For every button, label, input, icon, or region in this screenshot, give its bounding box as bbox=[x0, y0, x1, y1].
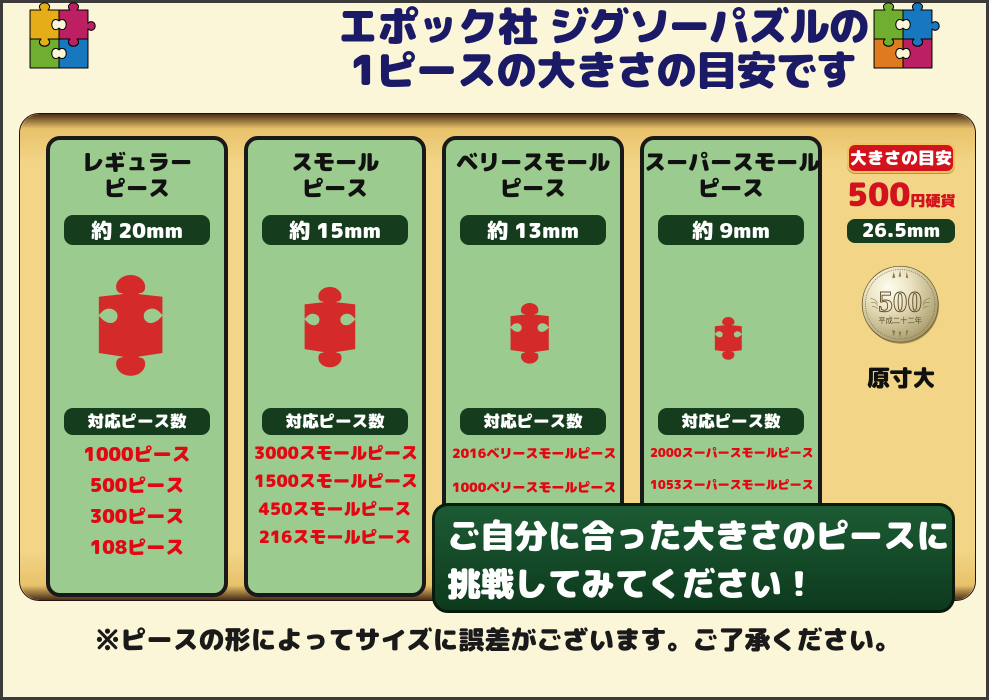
svg-text:500: 500 bbox=[878, 286, 922, 318]
svg-text:平成二十二年: 平成二十二年 bbox=[878, 316, 922, 325]
